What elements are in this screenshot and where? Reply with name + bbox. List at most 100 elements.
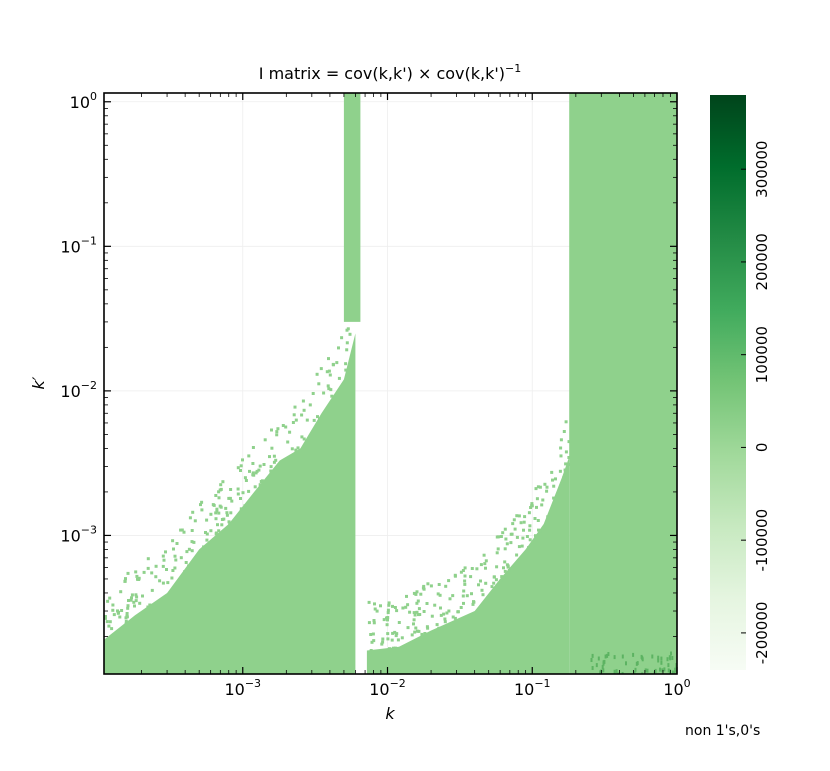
y-tick-label: 100 <box>70 90 97 112</box>
speckle-mid-k <box>444 584 448 588</box>
speckle-low-k <box>243 476 247 480</box>
speckle-mid-k <box>538 529 542 533</box>
speckle-mid-k <box>530 504 534 508</box>
speckle-low-k <box>123 579 127 583</box>
speckle-low-k <box>302 437 306 441</box>
heat-region-mid-k <box>366 456 570 674</box>
speckle-low-k <box>105 620 109 624</box>
speckle-low-k <box>166 581 170 585</box>
speckle-mid-k <box>369 649 373 652</box>
speckle-low-k <box>162 558 166 562</box>
dark-cell <box>660 656 663 661</box>
plot-area <box>103 92 678 675</box>
speckle-low-k <box>225 511 229 515</box>
speckle-mid-k <box>533 517 537 520</box>
dark-cell <box>646 668 649 673</box>
speckle-low-k <box>108 620 112 624</box>
speckle-low-k <box>335 361 339 365</box>
speckle-low-k <box>110 627 114 631</box>
speckle-mid-k <box>380 642 384 646</box>
speckle-mid-k <box>451 615 455 619</box>
speckle-mid-k <box>445 611 449 615</box>
dark-cell <box>671 670 674 674</box>
speckle-mid-k <box>459 606 463 609</box>
speckle-mid-k <box>567 440 571 444</box>
dark-cell <box>635 661 638 666</box>
speckle-mid-k <box>541 498 545 502</box>
speckle-mid-k <box>425 625 429 629</box>
speckle-mid-k <box>372 621 376 625</box>
speckle-low-k <box>219 487 223 491</box>
speckle-mid-k <box>426 582 430 586</box>
y-tick-labels: 10−3 10−2 10−1 100 <box>60 90 97 546</box>
speckle-mid-k <box>503 547 507 551</box>
speckle-low-k <box>209 512 213 516</box>
speckle-mid-k <box>392 646 395 650</box>
colorbar-tick-label: -200000 <box>753 602 771 665</box>
speckle-mid-k <box>381 637 385 641</box>
speckle-mid-k <box>562 430 566 433</box>
dark-cell <box>661 668 664 673</box>
speckle-mid-k <box>564 462 568 466</box>
speckle-mid-k <box>500 575 504 579</box>
dark-cell <box>641 656 644 660</box>
speckle-low-k <box>346 327 350 331</box>
speckle-low-k <box>241 491 245 495</box>
speckle-mid-k <box>494 578 498 582</box>
speckle-low-k <box>236 487 240 491</box>
speckle-low-k <box>244 479 248 482</box>
speckle-mid-k <box>534 487 538 491</box>
speckle-low-k <box>199 503 202 507</box>
speckle-mid-k <box>390 638 394 642</box>
speckle-low-k <box>150 571 154 575</box>
speckle-mid-k <box>479 563 483 567</box>
speckle-mid-k <box>471 602 475 606</box>
speckle-low-k <box>215 509 219 513</box>
speckle-low-k <box>248 469 251 473</box>
speckle-mid-k <box>492 575 496 579</box>
speckle-low-k <box>135 574 139 578</box>
speckle-mid-k <box>371 632 375 636</box>
plot-frame <box>103 92 678 675</box>
speckle-mid-k <box>439 606 442 610</box>
speckle-low-k <box>291 421 295 424</box>
speckle-low-k <box>104 616 107 620</box>
speckle-low-k <box>135 595 139 599</box>
speckle-mid-k <box>462 601 465 605</box>
speckle-low-k <box>126 604 130 608</box>
speckle-low-k <box>130 596 133 600</box>
speckle-low-k <box>142 570 146 574</box>
speckle-low-k <box>146 566 150 570</box>
speckle-mid-k <box>453 573 457 577</box>
speckle-mid-k <box>417 613 420 617</box>
speckle-low-k <box>134 599 138 603</box>
speckle-low-k <box>322 391 326 395</box>
speckle-low-k <box>118 615 122 619</box>
dark-cell <box>644 668 647 673</box>
speckle-mid-k <box>503 569 507 573</box>
speckle-mid-k <box>419 592 423 596</box>
speckle-mid-k <box>538 485 542 489</box>
speckle-mid-k <box>370 640 374 644</box>
speckle-low-k <box>236 492 240 496</box>
speckle-low-k <box>290 447 294 451</box>
speckle-low-k <box>251 446 255 449</box>
speckle-mid-k <box>522 520 526 524</box>
speckle-mid-k <box>393 646 397 650</box>
speckle-mid-k <box>421 586 425 590</box>
colorbar-tick-label: -100000 <box>753 509 771 572</box>
speckle-mid-k <box>386 611 390 615</box>
speckle-mid-k <box>385 616 388 620</box>
speckle-low-k <box>119 590 123 594</box>
speckle-mid-k <box>509 567 513 571</box>
speckle-mid-k <box>391 631 395 635</box>
speckle-low-k <box>270 446 274 450</box>
speckle-low-k <box>253 485 257 489</box>
speckle-low-k <box>170 576 174 580</box>
speckle-mid-k <box>463 566 467 570</box>
speckle-low-k <box>129 598 133 602</box>
speckle-low-k <box>258 464 262 468</box>
speckle-mid-k <box>499 535 503 538</box>
speckle-mid-k <box>413 630 417 634</box>
